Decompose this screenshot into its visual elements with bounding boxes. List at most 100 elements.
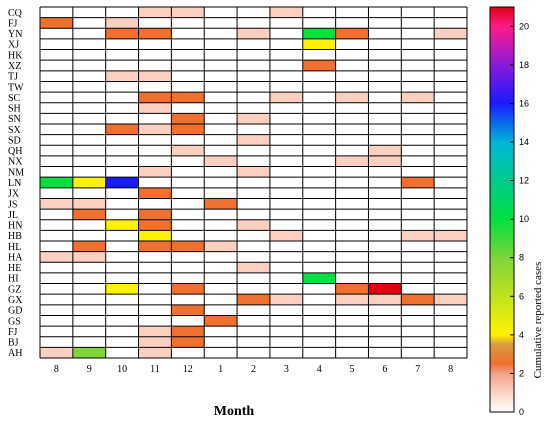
heatmap-cell [302, 166, 336, 178]
heatmap-cell [269, 272, 303, 284]
heatmap-cell [237, 251, 270, 263]
heatmap-cell [204, 283, 238, 295]
heatmap-cell [237, 60, 270, 71]
heatmap-cell [368, 7, 402, 18]
heatmap-cell [72, 113, 106, 124]
heatmap-cell [204, 347, 238, 358]
y-tick-label: BJ [8, 338, 19, 349]
heatmap-cell [401, 124, 435, 135]
heatmap-cell [335, 92, 369, 103]
heatmap-cell [72, 166, 106, 178]
heatmap-cell [138, 347, 172, 358]
heatmap-cell [40, 272, 73, 284]
heatmap-cell [40, 283, 73, 295]
heatmap-cell [105, 60, 139, 71]
heatmap-cell [368, 92, 402, 103]
heatmap-cell [368, 124, 402, 135]
colorbar-tick-label: 16 [519, 98, 529, 108]
y-tick-label: JL [8, 210, 18, 221]
heatmap-cell [171, 187, 205, 199]
heatmap-cell [368, 177, 402, 188]
heatmap-cell [335, 187, 369, 199]
heatmap-cell [237, 272, 270, 284]
heatmap-cell [302, 230, 336, 241]
heatmap-cell [269, 241, 303, 252]
heatmap-cell [138, 262, 172, 273]
heatmap-cell [269, 294, 303, 305]
heatmap-cell [72, 60, 106, 71]
heatmap-cell [138, 145, 172, 156]
heatmap-cell [105, 145, 139, 156]
heatmap-cell [434, 113, 467, 124]
heatmap-cell [368, 209, 402, 220]
heatmap-cell [204, 145, 238, 156]
x-tick-label: 3 [284, 364, 289, 375]
heatmap-cell [434, 283, 467, 295]
heatmap-cell [105, 315, 139, 327]
heatmap-cell [105, 272, 139, 284]
heatmap-cell [40, 49, 73, 61]
heatmap-cell [40, 28, 73, 39]
heatmap-cell [269, 145, 303, 156]
heatmap-cell [105, 7, 139, 18]
y-tick-label: TW [8, 82, 24, 93]
heatmap-cell [138, 219, 172, 231]
heatmap-cell [72, 326, 106, 337]
heatmap-cell [171, 283, 205, 295]
heatmap-cell [401, 49, 435, 61]
heatmap-cell [138, 272, 172, 284]
heatmap-cell [40, 294, 73, 305]
heatmap-cell [302, 177, 336, 188]
y-tick-label: GZ [8, 284, 21, 295]
heatmap-cell [204, 134, 238, 146]
heatmap-cell [105, 283, 139, 295]
heatmap-cell [204, 113, 238, 124]
heatmap-cell [368, 272, 402, 284]
heatmap-cell [105, 336, 139, 348]
heatmap-cell [237, 209, 270, 220]
heatmap-cell [40, 209, 73, 220]
heatmap-cell [72, 219, 106, 231]
heatmap-cell [105, 198, 139, 210]
heatmap-cell [204, 294, 238, 305]
heatmap-cell [335, 166, 369, 178]
heatmap-cell [401, 209, 435, 220]
heatmap-cell [302, 102, 336, 114]
heatmap-cell [368, 102, 402, 114]
x-tick-label: 8 [448, 364, 453, 375]
colorbar-title: Cumulative reported cases [532, 262, 544, 379]
heatmap-cell [401, 177, 435, 188]
x-tick-label: 11 [150, 364, 160, 375]
heatmap-cell [401, 241, 435, 252]
heatmap-cell [401, 272, 435, 284]
heatmap-cell [237, 134, 270, 146]
heatmap-cell [105, 124, 139, 135]
heatmap-cell [171, 198, 205, 210]
heatmap-cell [302, 198, 336, 210]
heatmap-cell [40, 262, 73, 273]
heatmap-cell [269, 209, 303, 220]
y-tick-label: HA [8, 252, 23, 263]
heatmap-cell [237, 262, 270, 273]
heatmap-cell [204, 230, 238, 241]
heatmap-cell [368, 145, 402, 156]
y-tick-label: GD [8, 306, 22, 317]
heatmap-cell [40, 198, 73, 210]
heatmap-cell [171, 113, 205, 124]
heatmap-cell [171, 49, 205, 61]
heatmap-cell [434, 60, 467, 71]
heatmap-cell [401, 81, 435, 93]
heatmap-cell [401, 92, 435, 103]
x-tick-label: 7 [415, 364, 420, 375]
heatmap-cell [269, 283, 303, 295]
heatmap-cell [401, 283, 435, 295]
heatmap-cell [204, 60, 238, 71]
heatmap-cell [105, 134, 139, 146]
heatmap-cell [72, 294, 106, 305]
heatmap-cell [302, 187, 336, 199]
y-tick-label: JX [8, 189, 20, 200]
heatmap-cell [335, 262, 369, 273]
y-tick-label: QH [8, 146, 22, 157]
x-axis-title: Month [214, 404, 255, 419]
